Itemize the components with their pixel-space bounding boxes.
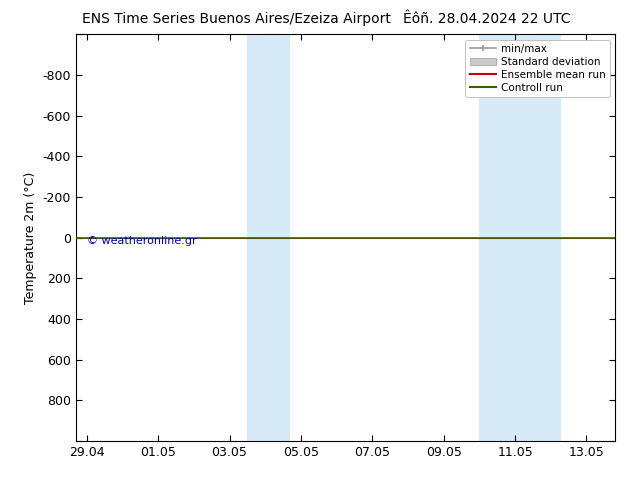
Text: Êôñ. 28.04.2024 22 UTC: Êôñ. 28.04.2024 22 UTC (403, 12, 570, 26)
Bar (247, 34, 265, 441)
Legend: min/max, Standard deviation, Ensemble mean run, Controll run: min/max, Standard deviation, Ensemble me… (465, 40, 610, 97)
Bar (504, 34, 562, 441)
Text: ENS Time Series Buenos Aires/Ezeiza Airport: ENS Time Series Buenos Aires/Ezeiza Airp… (82, 12, 391, 26)
Y-axis label: Temperature 2m (°C): Temperature 2m (°C) (24, 172, 37, 304)
Text: © weatheronline.gr: © weatheronline.gr (87, 237, 197, 246)
Bar (479, 34, 504, 441)
Bar (265, 34, 290, 441)
